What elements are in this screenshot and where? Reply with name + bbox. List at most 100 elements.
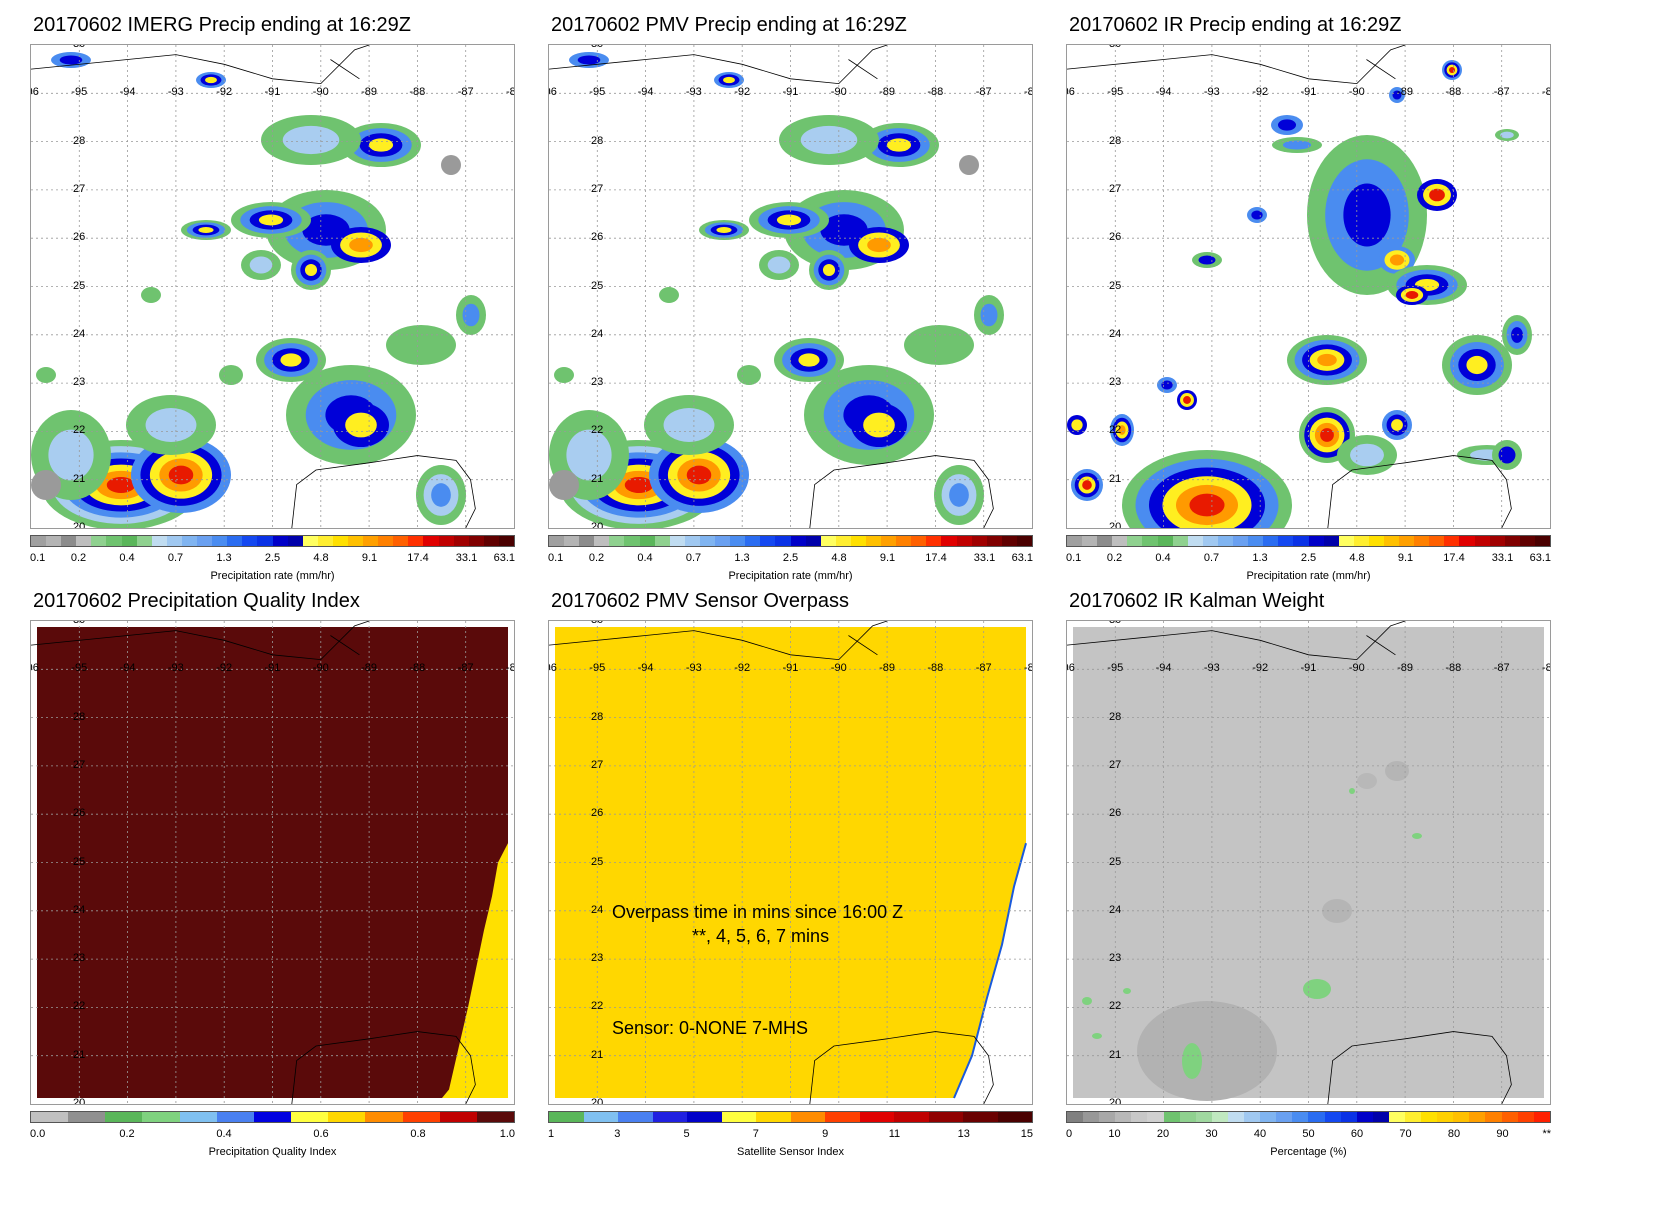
colorbar-swatch	[1276, 1112, 1293, 1122]
colorbar-swatch	[1097, 536, 1113, 546]
lon-label: -92	[1252, 662, 1269, 675]
colorbar-tick: **	[1542, 1128, 1551, 1140]
lon-label: -96	[549, 86, 557, 99]
lon-label: -93	[167, 86, 184, 99]
colorbar-tick: 0.4	[216, 1128, 232, 1140]
colorbar-ticks: 0.1 0.2 0.4 0.7 1.3 2.5 4.8 9.1 17.4 33.1 63.1	[1066, 552, 1551, 566]
coastline	[549, 45, 888, 85]
colorbar-swatch	[790, 1112, 825, 1122]
colorbar-swatch	[911, 536, 927, 546]
colorbar-tick: 2.5	[1300, 552, 1317, 564]
lon-label: -94	[637, 662, 654, 675]
lat-label: 24	[1109, 903, 1122, 916]
lat-label: 25	[1109, 279, 1122, 292]
lon-label: -92	[1252, 86, 1269, 99]
colorbar-swatch	[549, 536, 565, 546]
colorbar-tick: 80	[1447, 1128, 1461, 1140]
colorbar-swatch	[971, 536, 987, 546]
lon-label: -86	[1024, 86, 1032, 99]
colorbar-swatch	[287, 536, 303, 546]
colorbar-swatch	[291, 1112, 329, 1122]
colorbar-swatch	[136, 536, 152, 546]
colorbar-swatch	[1517, 1112, 1534, 1122]
lon-label: -86	[506, 662, 514, 675]
lat-label: 30	[591, 620, 604, 626]
colorbar-tick: 0.2	[119, 1128, 135, 1140]
colorbar-swatch	[760, 536, 776, 546]
colorbar-swatch	[328, 1112, 366, 1122]
colorbar-swatch	[61, 536, 77, 546]
colorbar-swatch	[1227, 1112, 1245, 1122]
coastline	[1067, 621, 1406, 661]
colorbar-ticks: 0 10 20 30 40 50 60 70 80 90 **	[1066, 1128, 1551, 1142]
colorbar-tick: 50	[1302, 1128, 1315, 1140]
lon-label: -96	[1067, 86, 1075, 99]
colorbar-tick: 10	[1108, 1128, 1121, 1140]
colorbar-tick: 60	[1350, 1128, 1364, 1140]
yucatan-coastline	[1327, 455, 1512, 528]
colorbar-swatch	[365, 1112, 403, 1122]
colorbar	[548, 535, 1033, 547]
lon-label: -94	[119, 662, 136, 675]
colorbar-swatch	[1372, 1112, 1389, 1122]
lat-label: 26	[591, 807, 604, 820]
colorbar-swatch	[639, 536, 655, 546]
grid-lines	[31, 45, 514, 528]
lat-label: 30	[1109, 44, 1122, 50]
lon-label: -92	[734, 662, 751, 675]
lon-label: -87	[1493, 662, 1510, 675]
lon-label: -91	[782, 86, 799, 99]
lat-label: 24	[591, 903, 604, 916]
colorbar-swatch	[393, 536, 409, 546]
lat-label: 22	[591, 424, 604, 437]
lon-label: -86	[1542, 662, 1550, 675]
panel-pmv-precip: 20170602 PMV Precip ending at 16:29Z 30 2…	[548, 14, 1068, 594]
colorbar-tick: 1.3	[216, 552, 232, 564]
lat-label: 23	[1109, 952, 1122, 965]
colorbar-tick: 63.1	[1529, 552, 1551, 564]
colorbar-tick: 70	[1399, 1128, 1412, 1140]
colorbar-swatch	[302, 536, 318, 546]
colorbar-swatch	[1172, 536, 1188, 546]
colorbar-tick: 0.4	[119, 552, 135, 564]
colorbar-swatch	[1308, 1112, 1325, 1122]
colorbar-swatch	[745, 536, 761, 546]
colorbar-swatch	[1469, 1112, 1486, 1122]
lon-label: -96	[31, 662, 39, 675]
colorbar-swatch	[1353, 536, 1369, 546]
lon-label: -89	[879, 86, 895, 99]
colorbar-swatch	[1356, 1112, 1373, 1122]
colorbar-swatch	[1368, 536, 1384, 546]
colorbar-tick: 4.8	[831, 552, 847, 564]
colorbar-swatch	[1399, 536, 1415, 546]
map-frame: 30 28 27 26 25 24 23 22 21 20 -96 -95 -94 -93 -92 -91 -9…	[30, 44, 515, 529]
panel-ir-precip: 20170602 IR Precip ending at 16:29Z 30 28…	[1066, 14, 1586, 594]
colorbar	[1066, 1111, 1551, 1123]
colorbar-swatch	[579, 536, 595, 546]
colorbar-swatch	[1340, 1112, 1357, 1122]
lat-label: 23	[73, 952, 86, 965]
grid-lines	[1067, 621, 1550, 1104]
colorbar-swatch	[756, 1112, 791, 1122]
colorbar-swatch	[1453, 1112, 1470, 1122]
colorbar-tick: 0.1	[30, 552, 46, 564]
lat-label: 25	[591, 279, 604, 292]
colorbar-swatch	[1260, 1112, 1277, 1122]
lat-label: 25	[73, 279, 86, 292]
colorbar-swatch	[166, 536, 182, 546]
lon-label: -87	[975, 86, 992, 99]
colorbar-swatch	[197, 536, 213, 546]
panel-quality-index: 20170602 Precipitation Quality Index 30 2…	[30, 590, 550, 1170]
colorbar-swatch	[564, 536, 580, 546]
lat-label: 21	[73, 472, 86, 485]
lon-label: -93	[685, 86, 702, 99]
lat-label: 22	[591, 1000, 604, 1013]
colorbar-tick: 33.1	[455, 552, 478, 564]
colorbar-swatch	[1324, 1112, 1341, 1122]
colorbar-tick: 63.1	[1011, 552, 1033, 564]
colorbar-swatch	[1202, 536, 1218, 546]
map-frame: 30 28 27 26 25 24 23 22 21 20 -96 -95 -94 -93 -92 -91 -9…	[548, 620, 1033, 1105]
colorbar-swatch	[46, 536, 62, 546]
colorbar-swatch	[68, 1112, 106, 1122]
lon-label: -91	[264, 86, 281, 99]
